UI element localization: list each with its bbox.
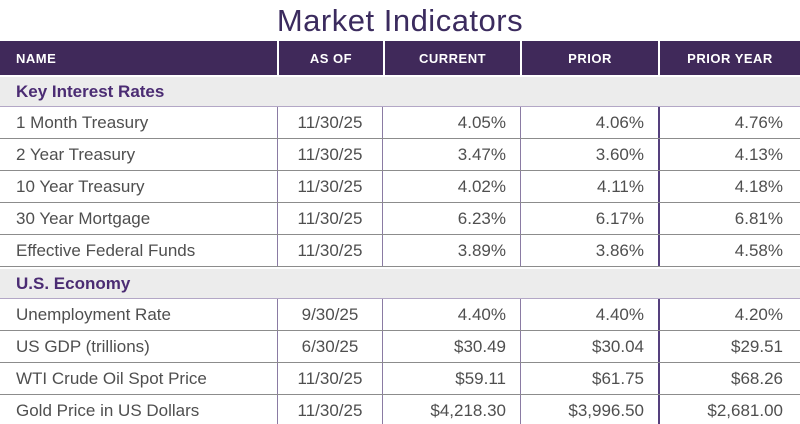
name-cell: Gold Price in US Dollars [16, 400, 200, 420]
prior-cell: 3.60% [520, 139, 658, 170]
as-of-cell: 11/30/25 [277, 107, 383, 138]
section-header-us-economy: U.S. Economy [0, 269, 800, 299]
column-header-name: NAME [16, 50, 57, 66]
prior-cell: 4.06% [520, 107, 658, 138]
section-header-key-interest-rates: Key Interest Rates [0, 77, 800, 107]
prior-year-cell: 4.13% [658, 139, 800, 170]
prior-cell: $61.75 [520, 363, 658, 394]
name-cell: US GDP (trillions) [16, 336, 150, 356]
prior-year-cell: $68.26 [658, 363, 800, 394]
current-cell: $59.11 [455, 368, 506, 388]
current-cell: 4.05% [457, 112, 506, 132]
column-header-current: CURRENT [383, 41, 520, 75]
name-cell: Unemployment Rate [16, 304, 171, 324]
name-cell: 10 Year Treasury [16, 176, 145, 196]
prior-cell: 3.86% [520, 235, 658, 266]
as-of-cell: 9/30/25 [277, 299, 383, 330]
prior-year-cell: 4.20% [658, 299, 800, 330]
current-cell: 4.02% [457, 176, 506, 196]
table-row: Unemployment Rate 9/30/25 4.40% 4.40% 4.… [0, 299, 800, 331]
column-header-prior: PRIOR [520, 41, 658, 75]
prior-year-cell: 4.76% [658, 107, 800, 138]
table-row: 2 Year Treasury 11/30/25 3.47% 3.60% 4.1… [0, 139, 800, 171]
current-cell: $30.49 [454, 336, 506, 356]
prior-cell: $30.04 [520, 331, 658, 362]
as-of-cell: 11/30/25 [277, 363, 383, 394]
prior-year-cell: $2,681.00 [658, 395, 800, 424]
name-cell: 2 Year Treasury [16, 144, 136, 164]
prior-cell: 4.11% [520, 171, 658, 202]
prior-year-cell: $29.51 [658, 331, 800, 362]
table-row: US GDP (trillions) 6/30/25 $30.49 $30.04… [0, 331, 800, 363]
name-cell: 1 Month Treasury [16, 112, 149, 132]
table-row: 10 Year Treasury 11/30/25 4.02% 4.11% 4.… [0, 171, 800, 203]
prior-year-cell: 6.81% [658, 203, 800, 234]
table-row: 1 Month Treasury 11/30/25 4.05% 4.06% 4.… [0, 107, 800, 139]
prior-cell: $3,996.50 [520, 395, 658, 424]
column-header-prior-year: PRIOR YEAR [658, 41, 800, 75]
current-cell: 4.40% [457, 304, 506, 324]
current-cell: $4,218.30 [430, 400, 506, 420]
name-cell: WTI Crude Oil Spot Price [16, 368, 207, 388]
as-of-cell: 11/30/25 [277, 203, 383, 234]
table-row: WTI Crude Oil Spot Price 11/30/25 $59.11… [0, 363, 800, 395]
table-row: 30 Year Mortgage 11/30/25 6.23% 6.17% 6.… [0, 203, 800, 235]
prior-year-cell: 4.18% [658, 171, 800, 202]
name-cell: Effective Federal Funds [16, 240, 196, 260]
current-cell: 3.47% [457, 144, 506, 164]
prior-cell: 4.40% [520, 299, 658, 330]
page-title: Market Indicators [276, 2, 524, 38]
name-cell: 30 Year Mortgage [16, 208, 151, 228]
table-row: Effective Federal Funds 11/30/25 3.89% 3… [0, 235, 800, 267]
as-of-cell: 11/30/25 [277, 235, 383, 266]
as-of-cell: 6/30/25 [277, 331, 383, 362]
column-header-as-of: AS OF [277, 41, 383, 75]
current-cell: 3.89% [457, 240, 506, 260]
as-of-cell: 11/30/25 [277, 395, 383, 424]
table-header-row: NAME AS OF CURRENT PRIOR PRIOR YEAR [0, 41, 800, 75]
prior-cell: 6.17% [520, 203, 658, 234]
prior-year-cell: 4.58% [658, 235, 800, 266]
as-of-cell: 11/30/25 [277, 139, 383, 170]
current-cell: 6.23% [457, 208, 506, 228]
as-of-cell: 11/30/25 [277, 171, 383, 202]
table-row: Gold Price in US Dollars 11/30/25 $4,218… [0, 395, 800, 424]
